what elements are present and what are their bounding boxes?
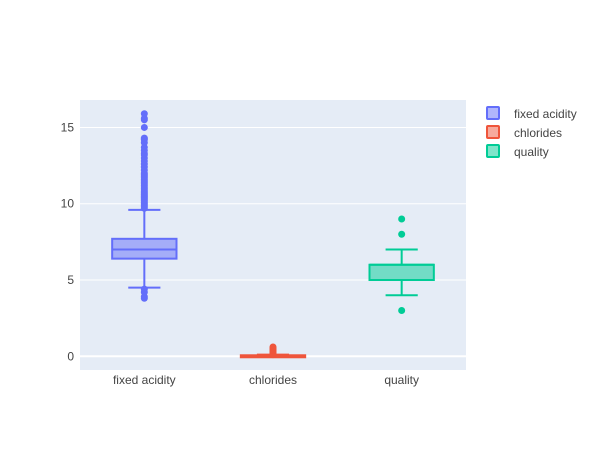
y-tick-label: 10 [61,197,75,211]
outlier-point [398,215,406,223]
plot-background [80,100,466,370]
outlier-point [398,230,406,238]
legend[interactable]: fixed acidity chlorides quality [486,106,577,159]
outlier-point [140,110,148,118]
legend-item-quality[interactable]: quality [486,144,549,159]
legend-label: chlorides [514,126,562,140]
y-tick-label: 5 [67,273,74,287]
box-series [111,110,435,359]
legend-swatch [486,125,500,139]
x-tick-label: fixed acidity [113,373,176,387]
box-quality[interactable] [368,215,435,315]
legend-item-fixed-acidity[interactable]: fixed acidity [486,106,577,121]
box-iqr [368,263,435,281]
legend-item-chlorides[interactable]: chlorides [486,125,562,140]
outlier-point [269,343,277,351]
y-tick-label: 0 [67,349,74,363]
legend-label: fixed acidity [514,107,577,121]
legend-label: quality [514,145,549,159]
outlier-point [140,285,148,293]
outlier-point [140,123,148,131]
box-fixed-acidity[interactable] [111,110,178,302]
y-axis-ticks: 0 5 10 15 [61,120,75,363]
x-tick-label: quality [384,373,419,387]
x-axis-ticks: fixed acidity chlorides quality [113,373,419,387]
outlier-point [140,134,148,142]
legend-swatch [486,144,500,158]
legend-swatch [486,106,500,120]
outlier-point [398,307,406,315]
y-tick-label: 15 [61,120,75,134]
box-chlorides[interactable] [239,343,307,359]
x-tick-label: chlorides [249,373,297,387]
